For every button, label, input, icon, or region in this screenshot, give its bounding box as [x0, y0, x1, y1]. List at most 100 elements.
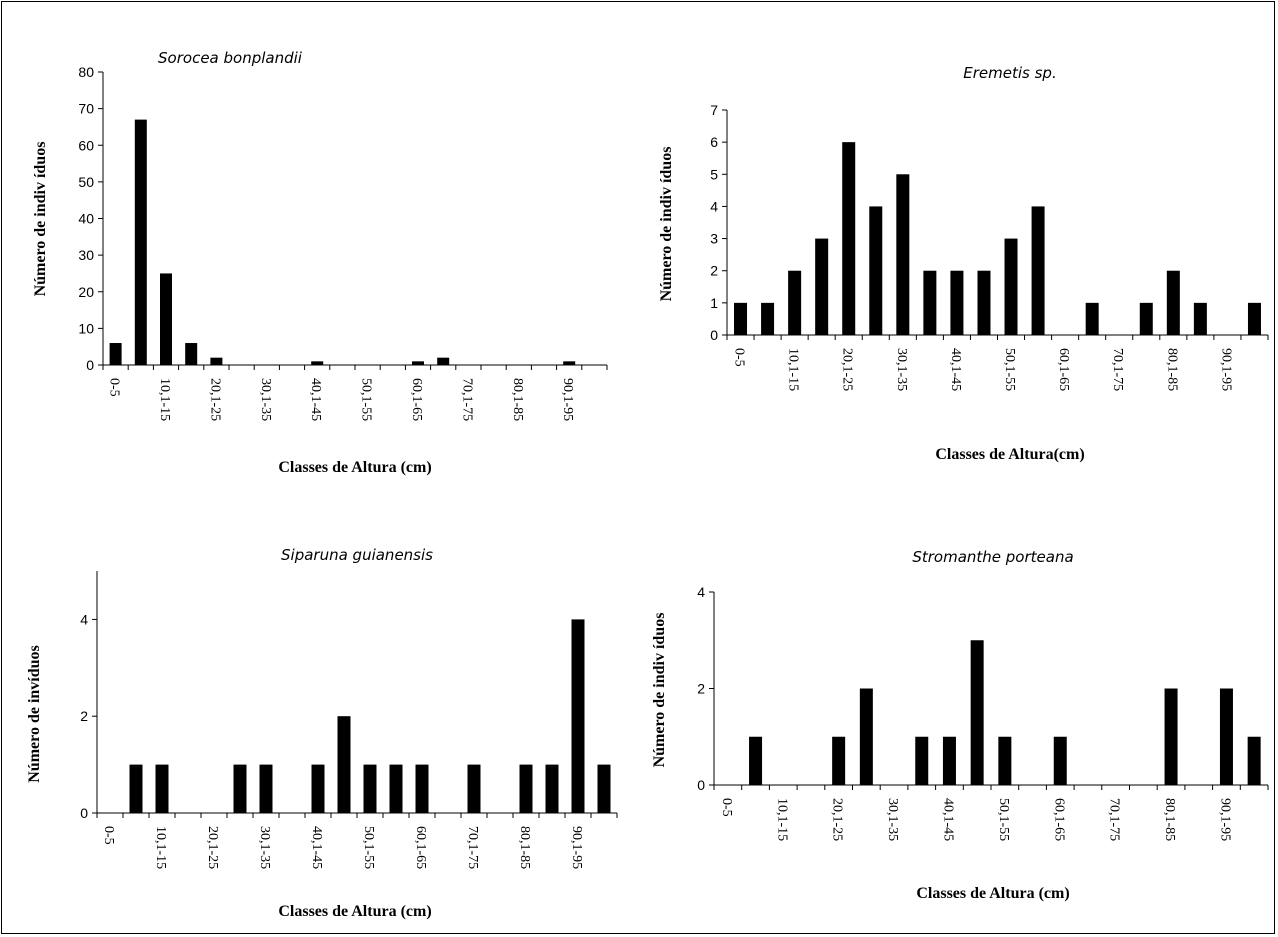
x-axis-label: Classes de Altura (cm) [278, 459, 431, 476]
x-tick-label: 10,1-15 [774, 798, 789, 841]
y-axis-label: Número de indiv íduos [658, 147, 675, 302]
x-tick-label: 20,1-25 [207, 378, 222, 421]
bar [1247, 302, 1261, 335]
x-tick-label: 0-5 [107, 378, 122, 397]
bar [1166, 270, 1180, 335]
x-tick-label: 50,1-55 [361, 826, 376, 869]
bar [185, 343, 198, 365]
y-tick-label: 7 [710, 102, 718, 118]
x-tick-label: 50,1-55 [996, 798, 1011, 841]
bar [842, 142, 856, 335]
x-tick-label: 70,1-75 [1110, 348, 1125, 391]
bar [437, 357, 450, 365]
x-tick-label: 20,1-25 [840, 348, 855, 391]
y-tick-label: 0 [86, 357, 94, 373]
y-tick-label: 5 [710, 166, 718, 182]
bar [545, 764, 559, 813]
chart-title: Siparuna guianensis [281, 546, 433, 564]
bar [363, 764, 377, 813]
x-tick-label: 0-5 [101, 826, 116, 845]
x-tick-label: 70,1-75 [465, 826, 480, 869]
bar [859, 688, 873, 785]
y-axis-label: Número de invíduos [26, 645, 43, 783]
y-tick-label: 2 [710, 263, 718, 279]
x-tick-label: 30,1-35 [258, 378, 273, 421]
chart-1: Sorocea bonplandii 0 10 20 30 40 50 60 70 80 0-5 10… [32, 49, 608, 476]
bar [109, 343, 122, 365]
y-tick-label: 4 [697, 584, 705, 600]
bar [815, 238, 829, 335]
bar [389, 764, 403, 813]
x-tick-label: 30,1-35 [257, 826, 272, 869]
y-tick-label: 20 [78, 284, 94, 300]
x-tick-label: 60,1-65 [409, 378, 424, 421]
x-tick-label: 90,1-95 [1218, 348, 1233, 391]
y-tick-label: 50 [78, 174, 94, 190]
bar [1247, 736, 1261, 785]
chart-2: Eremetis sp. 0 1 2 3 4 5 6 7 0-5 10,1-15 20,1-25 30,… [658, 64, 1269, 463]
bar [155, 764, 169, 813]
chart-4: Stromanthe porteana 0 2 4 0-5 10,1-15 20,1-25 3… [651, 548, 1269, 902]
x-tick-label: 40,1-45 [940, 798, 955, 841]
y-tick-label: 70 [78, 101, 94, 117]
bar [788, 270, 802, 335]
x-tick-label: 50,1-55 [359, 378, 374, 421]
bar [597, 764, 611, 813]
bar [1031, 206, 1045, 335]
bar [233, 764, 247, 813]
bar [1053, 736, 1067, 785]
y-tick-label: 10 [78, 320, 94, 336]
bar [134, 119, 147, 365]
y-tick-label: 2 [697, 681, 705, 697]
y-tick-label: 6 [710, 134, 718, 150]
bar [896, 174, 910, 335]
x-tick-label: 80,1-85 [517, 826, 532, 869]
y-tick-label: 0 [80, 805, 88, 821]
x-tick-label: 50,1-55 [1002, 348, 1017, 391]
y-axis-label: Número de indiv íduos [32, 142, 49, 297]
x-tick-label: 20,1-25 [830, 798, 845, 841]
bar [1193, 302, 1207, 335]
y-tick-label: 60 [78, 137, 94, 153]
bar [749, 736, 763, 785]
x-tick-label: 40,1-45 [309, 826, 324, 869]
bar [311, 764, 325, 813]
x-tick-label: 60,1-65 [413, 826, 428, 869]
bar [571, 619, 585, 813]
chart-title: Eremetis sp. [963, 64, 1056, 82]
bar [923, 270, 937, 335]
x-tick-label: 90,1-95 [569, 826, 584, 869]
x-tick-label: 80,1-85 [510, 378, 525, 421]
bar [415, 764, 429, 813]
bar [129, 764, 143, 813]
x-tick-label: 90,1-95 [1217, 798, 1232, 841]
chart-3: Siparuna guianensis 0 2 4 0-5 10,1-15 20,1-25 3… [26, 546, 618, 920]
x-tick-label: 30,1-35 [894, 348, 909, 391]
x-tick-label: 40,1-45 [308, 378, 323, 421]
y-tick-label: 30 [78, 247, 94, 263]
bar [337, 716, 351, 813]
bar [259, 764, 273, 813]
bar [869, 206, 883, 335]
bar [761, 302, 775, 335]
bar [467, 764, 481, 813]
bar [970, 640, 984, 785]
bar [1085, 302, 1099, 335]
x-tick-label: 90,1-95 [560, 378, 575, 421]
y-tick-label: 3 [710, 231, 718, 247]
y-tick-label: 0 [710, 327, 718, 343]
chart-title: Stromanthe porteana [912, 548, 1073, 566]
bar [1139, 302, 1153, 335]
bar [977, 270, 991, 335]
bar [998, 736, 1012, 785]
bar [950, 270, 964, 335]
y-tick-label: 40 [78, 211, 94, 227]
x-tick-label: 70,1-75 [1107, 798, 1122, 841]
y-axis-label: Número de indiv íduos [651, 613, 668, 768]
bar [734, 302, 748, 335]
x-tick-label: 60,1-65 [1056, 348, 1071, 391]
x-tick-label: 0-5 [719, 798, 734, 817]
x-axis-label: Classes de Altura(cm) [935, 446, 1084, 463]
bar [1219, 688, 1233, 785]
